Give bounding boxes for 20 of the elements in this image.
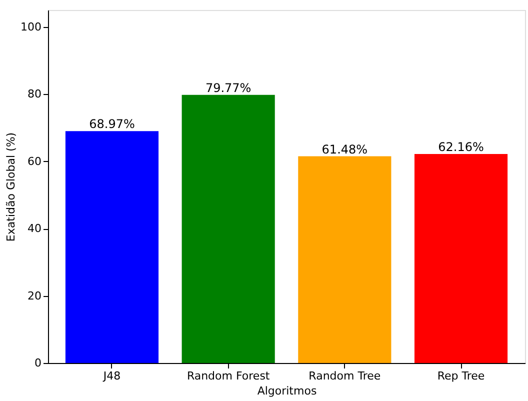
y-tick-label: 20	[28, 289, 42, 302]
bar	[65, 131, 159, 363]
x-tick-label: Random Forest	[186, 370, 270, 382]
y-axis-title: Exatidão Global (%)	[4, 132, 18, 242]
data-label: 62.16%	[438, 140, 484, 154]
data-label: 61.48%	[322, 142, 368, 156]
y-tick-label: 100	[20, 20, 42, 34]
y-tick-label: 80	[28, 88, 42, 101]
y-tick-label: 0	[34, 356, 42, 370]
bar	[298, 156, 392, 363]
y-tick-label: 40	[28, 222, 42, 236]
x-tick-label: J48	[102, 370, 121, 382]
data-label: 79.77%	[205, 80, 252, 95]
y-tick-label: 60	[28, 154, 42, 168]
x-axis-title: Algoritmos	[257, 384, 317, 398]
data-label: 68.97%	[89, 117, 135, 132]
x-tick-label: Rep Tree	[437, 370, 485, 382]
x-tick-label: Random Tree	[308, 370, 381, 382]
bar	[182, 94, 275, 363]
bar	[414, 154, 508, 363]
